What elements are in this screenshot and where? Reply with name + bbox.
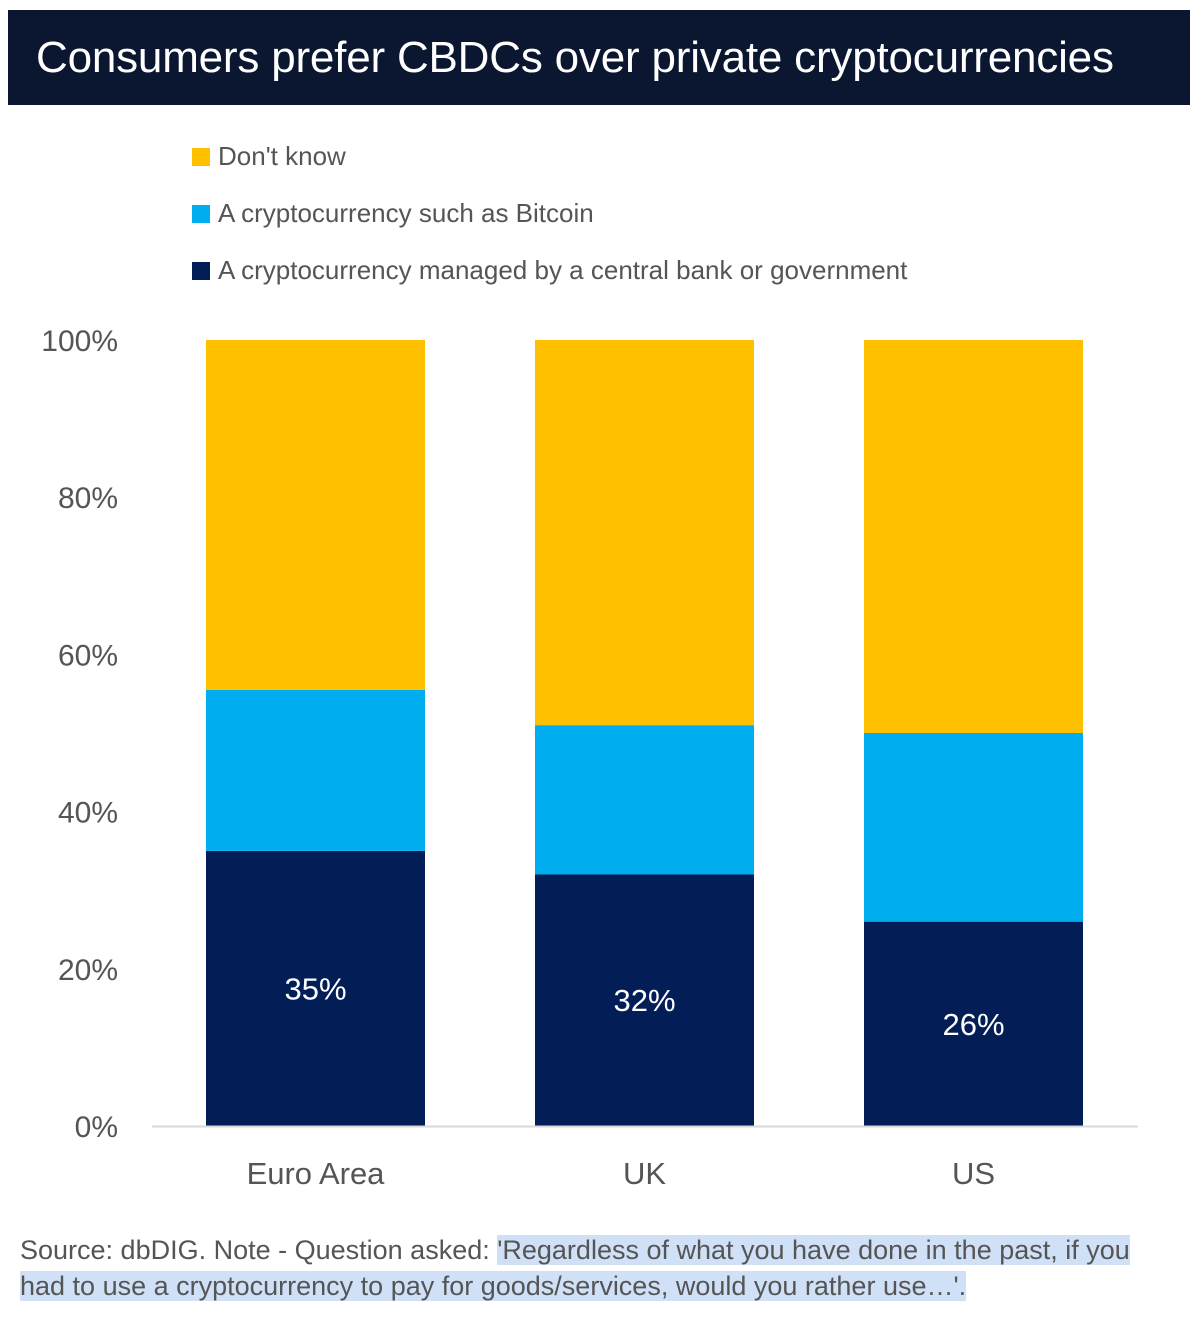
bar-segment-us-1 [864,733,1083,922]
legend-swatch-dont-know [192,147,210,166]
y-tick-label: 20% [58,954,118,987]
data-label: 35% [284,971,346,1006]
legend-swatch-bitcoin [192,204,210,223]
bar-segment-euro-area-1 [206,689,425,851]
legend-swatch-cbdc [192,261,210,280]
legend-item-dont-know: Don't know [192,128,907,185]
y-tick-label: 80% [58,482,118,515]
x-tick-label: Euro Area [247,1156,386,1191]
stacked-bar-chart: 0% 20% 40% 60% 80% 100% 35% Euro Area 32% UK 26% US [41,325,1138,1191]
x-tick-label: US [952,1156,995,1191]
source-prefix: Source: dbDIG. Note - Question asked: [20,1235,498,1265]
bar-segment-us-2 [864,340,1083,733]
data-label: 32% [613,983,675,1018]
data-label: 26% [942,1007,1004,1042]
chart-title: Consumers prefer CBDCs over private cryp… [8,10,1190,105]
bar-segment-euro-area-2 [206,340,425,690]
y-tick-label: 60% [58,639,118,672]
y-tick-label: 40% [58,797,118,830]
y-tick-label: 0% [75,1111,118,1144]
legend-label-dont-know: Don't know [218,141,346,171]
bar-segment-uk-0 [535,874,754,1126]
bar-segment-uk-2 [535,340,754,726]
bar-segment-us-0 [864,921,1083,1126]
bar-segment-euro-area-0 [206,850,425,1126]
source-note: Source: dbDIG. Note - Question asked: 'R… [20,1232,1180,1304]
legend-label-cbdc: A cryptocurrency managed by a central ba… [218,255,908,285]
legend-item-cbdc: A cryptocurrency managed by a central ba… [192,242,907,299]
legend: Don't know A cryptocurrency such as Bitc… [192,128,907,299]
bar-segment-uk-1 [535,725,754,875]
legend-label-bitcoin: A cryptocurrency such as Bitcoin [218,198,594,228]
x-tick-label: UK [623,1156,666,1191]
legend-item-bitcoin: A cryptocurrency such as Bitcoin [192,185,907,242]
y-tick-label: 100% [41,325,118,358]
